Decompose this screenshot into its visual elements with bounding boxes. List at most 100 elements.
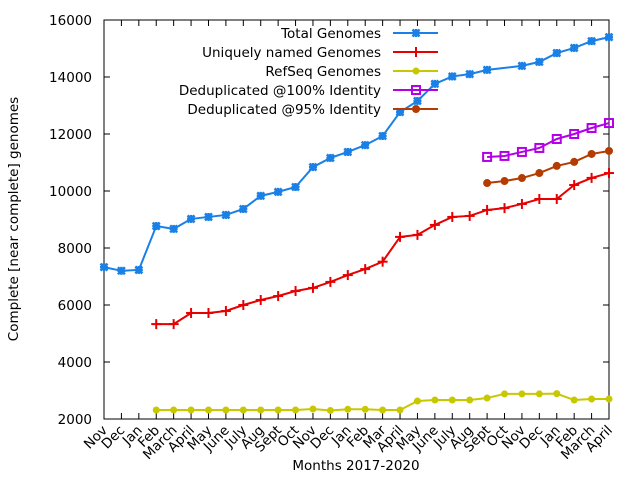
data-point [377, 256, 388, 267]
legend-item: Uniquely named Genomes [202, 45, 438, 61]
data-point [325, 153, 335, 163]
data-point [516, 198, 527, 209]
data-point [588, 395, 596, 403]
data-point [290, 286, 301, 297]
data-point [186, 214, 196, 224]
data-point [465, 69, 475, 79]
data-point [308, 162, 318, 172]
data-point [482, 151, 493, 162]
data-point [535, 169, 544, 178]
data-point [273, 187, 283, 197]
data-point [431, 396, 439, 404]
data-point [447, 72, 457, 81]
data-point [466, 396, 474, 404]
legend-item: RefSeq Genomes [265, 64, 438, 80]
data-point [169, 224, 179, 234]
data-point [152, 406, 160, 414]
data-point [518, 390, 526, 398]
series-4 [483, 146, 613, 188]
series-lines [99, 32, 614, 414]
legend-item: Deduplicated @95% Identity [187, 102, 438, 118]
data-point [605, 146, 613, 155]
legend-marker [412, 105, 420, 113]
data-point [203, 307, 214, 318]
series-1 [151, 168, 614, 330]
y-tick-labels: 2000 4000 6000 8000 10000 12000 14000 16000 [49, 13, 92, 428]
legend-marker [412, 67, 420, 75]
data-point [360, 264, 371, 275]
data-point [483, 394, 491, 402]
data-point [413, 397, 421, 405]
data-point [256, 191, 266, 201]
data-point [222, 406, 230, 414]
data-point [482, 65, 492, 75]
legend-label: Deduplicated @100% Identity [179, 83, 381, 99]
data-point [186, 307, 197, 318]
data-point [255, 295, 266, 306]
data-point [412, 229, 423, 240]
data-point [534, 57, 544, 67]
data-point [586, 172, 597, 183]
axes [103, 19, 610, 420]
data-point [587, 149, 596, 158]
data-point [464, 210, 475, 221]
data-point [378, 131, 388, 141]
data-point [204, 212, 213, 222]
legend-label: Uniquely named Genomes [202, 45, 381, 61]
data-point [309, 405, 317, 413]
data-point [604, 118, 614, 129]
data-point [361, 405, 369, 413]
legend-label: RefSeq Genomes [265, 64, 381, 80]
data-point [517, 174, 526, 183]
legend: Total Genomes Uniquely named Genomes RefSe… [179, 26, 438, 118]
y-tick-label: 8000 [58, 241, 92, 257]
data-point [221, 210, 231, 220]
y-tick-label: 2000 [58, 412, 92, 428]
series-line [487, 122, 610, 158]
data-point [238, 300, 249, 310]
data-point [499, 150, 510, 161]
data-point [342, 270, 353, 281]
data-point [553, 390, 561, 398]
legend-label: Total Genomes [280, 26, 381, 42]
data-point [292, 406, 300, 414]
x-axis-label: Months 2017-2020 [292, 458, 419, 474]
data-point [360, 140, 370, 150]
data-point [239, 406, 247, 414]
data-point [534, 193, 545, 204]
data-point [170, 406, 178, 414]
data-point [134, 265, 144, 275]
data-point [586, 123, 597, 134]
x-tick-labels: NovDecJanFebMarchAprilMayJuneJulyAugSept… [81, 422, 616, 463]
data-point [187, 406, 195, 414]
data-point [552, 48, 562, 58]
data-point [501, 390, 509, 398]
series-2 [152, 390, 613, 414]
y-tick-label: 10000 [49, 184, 92, 200]
data-point [151, 221, 161, 231]
data-point [117, 266, 126, 276]
plot-frame [103, 19, 610, 420]
data-point [343, 147, 353, 157]
data-point [604, 32, 614, 42]
data-point [99, 262, 109, 272]
y-tick-label: 14000 [49, 70, 92, 86]
data-point [325, 276, 336, 287]
data-point [569, 43, 579, 53]
data-point [535, 390, 543, 398]
data-point [448, 396, 456, 404]
legend-item: Total Genomes [280, 26, 438, 42]
legend-marker [411, 28, 421, 38]
data-point [273, 291, 284, 302]
data-point [238, 204, 248, 214]
data-point [447, 211, 458, 222]
data-point [534, 142, 545, 153]
data-point [500, 177, 509, 186]
data-point [551, 133, 562, 144]
data-point [570, 157, 579, 166]
data-point [604, 168, 614, 179]
data-point [516, 146, 527, 157]
legend-marker [411, 47, 421, 57]
legend-label: Deduplicated @95% Identity [187, 102, 381, 118]
data-point [307, 282, 318, 293]
